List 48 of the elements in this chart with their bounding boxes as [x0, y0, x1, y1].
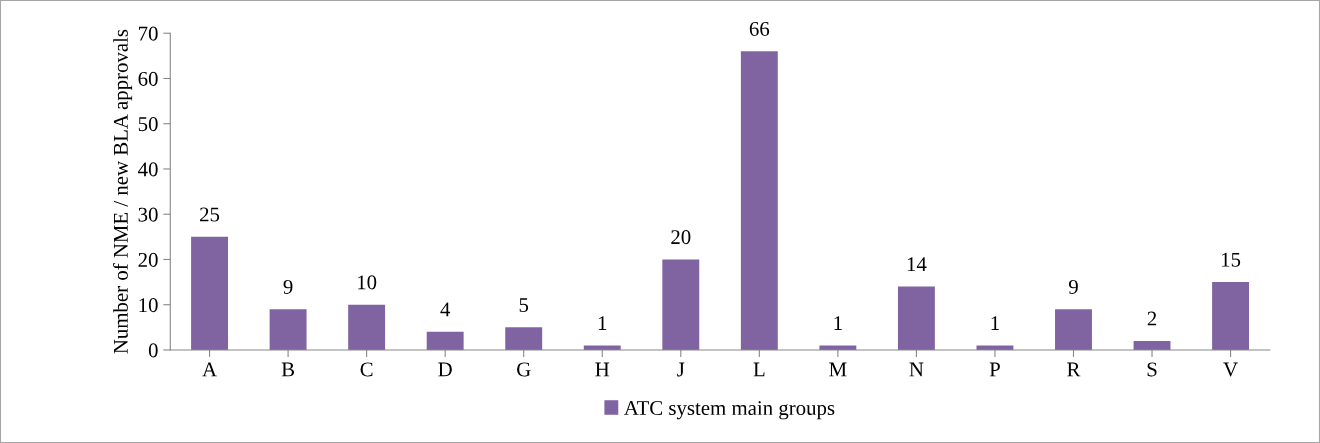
- x-tick-label: L: [753, 362, 765, 377]
- y-tick-label: 20: [138, 252, 158, 267]
- y-tick-label: 60: [138, 71, 158, 86]
- x-tick-label: J: [677, 362, 685, 377]
- bar: [191, 236, 229, 350]
- bar: [740, 51, 778, 350]
- x-tick-label: M: [829, 362, 847, 377]
- y-axis-title: Number of NME / new BLA approvals: [112, 29, 133, 354]
- x-tick-label: V: [1223, 362, 1238, 377]
- data-label: 9: [283, 279, 293, 294]
- y-tick-label: 30: [138, 207, 158, 222]
- data-label: 2: [1147, 311, 1157, 326]
- x-tick-label: A: [202, 362, 217, 377]
- data-label: 10: [358, 275, 377, 290]
- legend-label: ATC system main groups: [624, 401, 835, 420]
- x-tick-label: P: [989, 362, 1000, 377]
- bar: [1212, 282, 1250, 350]
- bar: [269, 309, 307, 350]
- data-label: 9: [1068, 279, 1078, 294]
- bar: [426, 331, 464, 350]
- data-label: 15: [1221, 252, 1241, 267]
- data-label: 1: [598, 316, 607, 330]
- bar: [505, 327, 543, 350]
- data-label: 1: [834, 316, 842, 330]
- x-tick-label: G: [517, 362, 531, 377]
- x-tick-label: C: [360, 362, 373, 377]
- x-tick-label: N: [909, 362, 924, 377]
- x-tick-label: B: [281, 362, 295, 377]
- y-tick-label: 70: [139, 26, 158, 41]
- bar: [897, 286, 935, 350]
- bar: [662, 259, 700, 350]
- x-tick-label: S: [1147, 362, 1157, 377]
- y-tick-label: 50: [138, 117, 158, 132]
- data-label: 14: [907, 257, 927, 272]
- data-label: 4: [440, 302, 451, 317]
- data-label: 5: [519, 298, 529, 312]
- x-tick-label: D: [438, 362, 452, 377]
- data-label: 66: [749, 21, 770, 36]
- y-tick-label: 10: [139, 298, 158, 313]
- y-tick-label: 0: [148, 343, 158, 358]
- data-label: 25: [200, 207, 220, 222]
- x-tick-label: H: [595, 362, 610, 377]
- x-tick-label: R: [1067, 362, 1081, 377]
- data-label: 1: [991, 316, 999, 330]
- bar: [348, 304, 386, 350]
- y-tick-label: 40: [138, 162, 158, 177]
- bar: [1055, 309, 1092, 350]
- data-label: 20: [671, 230, 691, 245]
